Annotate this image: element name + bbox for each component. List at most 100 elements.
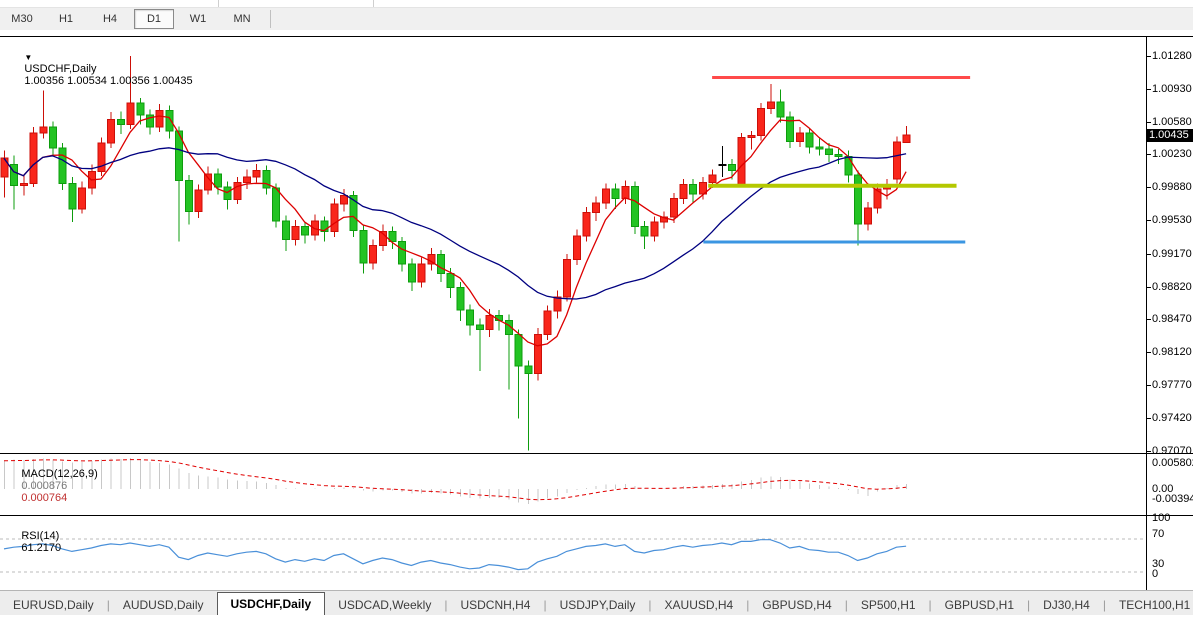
- candle-body: [524, 365, 533, 375]
- price-axis-label: 0.97420: [1152, 411, 1192, 424]
- candle-body: [146, 114, 154, 128]
- price-axis-label: 0.99530: [1152, 214, 1192, 226]
- price-axis-label: 0.98120: [1152, 346, 1192, 359]
- candle-body: [582, 212, 591, 237]
- candle-body: [504, 319, 513, 335]
- price-axis-tick: [1147, 352, 1151, 354]
- chart-tab-usdchf[interactable]: USDCHF,Daily: [216, 592, 326, 615]
- chart-tab-usdcad[interactable]: USDCAD,Weekly: [338, 598, 432, 612]
- timeframe-button-m30[interactable]: M30: [11, 13, 33, 25]
- timeframe-button-d1[interactable]: D1: [134, 9, 174, 29]
- timeframe-button-mn[interactable]: MN: [233, 13, 251, 25]
- candle-body: [58, 147, 67, 184]
- candle-body: [10, 164, 19, 186]
- timeframe-button-h4[interactable]: H4: [102, 13, 118, 25]
- candle-body: [728, 164, 736, 171]
- candle-body: [369, 244, 378, 264]
- candle-body: [272, 187, 281, 222]
- macd-axis-label: -0.0039450: [1152, 493, 1193, 505]
- candle-body: [107, 119, 116, 144]
- candle-body: [795, 132, 804, 142]
- chart-tab-gbpusd[interactable]: GBPUSD,H4: [762, 598, 832, 612]
- top-strip-divider: [218, 0, 219, 7]
- tab-separator: |: [844, 598, 848, 612]
- chart-tab-sp500[interactable]: SP500,H1: [860, 598, 916, 612]
- candle-body: [407, 263, 416, 283]
- top-strip-divider: [373, 0, 374, 7]
- candle-body: [126, 102, 135, 125]
- macd-axis-label: 0.00: [1152, 483, 1174, 495]
- candle-body: [243, 176, 251, 184]
- tab-separator: |: [928, 598, 932, 612]
- chart-ohlc-values: 1.00356 1.00534 1.00356 1.00435: [24, 75, 193, 87]
- fast-ma-line: [3, 115, 907, 347]
- candle-body: [155, 109, 164, 128]
- chart-tab-usdjpy[interactable]: USDJPY,Daily: [559, 598, 636, 612]
- price-axis-tick: [1147, 450, 1151, 452]
- candle-body: [553, 296, 562, 312]
- candle-body: [650, 221, 659, 237]
- timeframe-button-w1[interactable]: W1: [189, 13, 207, 25]
- candle-body: [281, 220, 290, 241]
- candle-body: [359, 229, 368, 264]
- tab-separator: |: [106, 598, 110, 612]
- macd-label-row: MACD(12,26,9) 0.000876 0.000764: [3, 456, 97, 516]
- price-chart-canvas[interactable]: [0, 30, 1193, 644]
- chart-title-row: ▼ USDCHF,Daily 1.00356 1.00534 1.00356 1…: [6, 39, 193, 99]
- candle-body: [194, 189, 203, 213]
- candle-body: [184, 180, 193, 213]
- candle-body: [320, 220, 329, 232]
- candle-body: [39, 126, 48, 134]
- price-axis-tick: [1147, 417, 1151, 419]
- tab-separator: |: [543, 598, 547, 612]
- candle-body: [340, 195, 348, 205]
- chart-tab-usdcnh[interactable]: USDCNH,H4: [460, 598, 531, 612]
- price-axis-label: 0.97070: [1152, 444, 1192, 457]
- price-axis-tick: [1147, 121, 1151, 123]
- rsi-value: 61.2170: [21, 542, 62, 554]
- price-axis-tick: [1147, 220, 1151, 221]
- chart-tab-audusd[interactable]: AUDUSD,Daily: [122, 598, 204, 612]
- candle-body: [757, 107, 766, 137]
- candle-body: [844, 155, 853, 176]
- chart-tab-tech100[interactable]: TECH100,H1: [1118, 598, 1191, 612]
- candle-body: [611, 188, 620, 199]
- candle-body: [378, 230, 387, 246]
- candle-body: [252, 169, 261, 178]
- candle-body: [446, 272, 455, 288]
- price-axis-tick: [1147, 88, 1151, 90]
- candle-body: [601, 188, 610, 204]
- price-axis-label: 0.98470: [1152, 313, 1192, 326]
- candle-body: [78, 187, 87, 210]
- price-axis-tick: [1147, 286, 1151, 288]
- chart-tab-dj30[interactable]: DJ30,H4: [1043, 598, 1090, 612]
- candle-body: [815, 146, 824, 150]
- timeframe-button-h1[interactable]: H1: [58, 13, 74, 25]
- candle-body: [718, 164, 727, 167]
- symbol-dropdown-icon[interactable]: ▼: [24, 53, 33, 62]
- candle-body: [902, 134, 911, 144]
- chart-tab-eurusd[interactable]: EURUSD,Daily: [13, 598, 94, 612]
- candle-body: [621, 185, 630, 199]
- candle-body: [679, 183, 688, 199]
- candle-body: [631, 185, 639, 228]
- toolbar-separator: [270, 10, 271, 28]
- chart-tab-bar: EURUSD,Daily | AUDUSD,Daily USDCHF,Daily USD…: [0, 590, 1193, 615]
- price-axis-label: 1.01280: [1152, 50, 1192, 62]
- candle-body: [863, 207, 872, 225]
- candle-body: [892, 141, 901, 180]
- tab-separator: |: [444, 598, 448, 612]
- candle-body: [737, 137, 746, 186]
- candle-body: [417, 263, 426, 283]
- chart-tab-gbpusd[interactable]: GBPUSD,H1: [944, 598, 1015, 612]
- candle-body: [97, 142, 106, 172]
- rsi-line: [3, 539, 907, 571]
- chart-tab-xauusd[interactable]: XAUUSD,H4: [664, 598, 734, 612]
- price-axis-tick: [1147, 56, 1151, 57]
- chart-area[interactable]: ▼ USDCHF,Daily 1.00356 1.00534 1.00356 1…: [0, 30, 1193, 644]
- rsi-indicator-label: RSI(14): [21, 530, 60, 542]
- rsi-axis-label: 30: [1152, 558, 1165, 570]
- candle-body: [398, 241, 407, 265]
- price-axis-label: 0.99880: [1152, 181, 1192, 194]
- candle-body: [776, 101, 785, 118]
